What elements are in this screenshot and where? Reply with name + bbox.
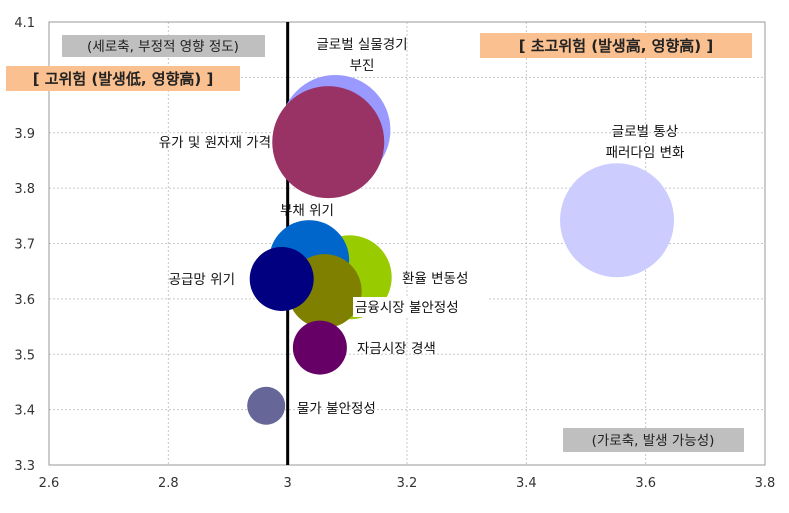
bubble-label: 글로벌 통상 [612, 124, 678, 140]
high-risk-label: [ 고위험 (발생低, 영향高) ] [33, 70, 214, 88]
bubble-label: 환율 변동성 [402, 271, 468, 287]
y-tick-label: 3.5 [14, 348, 35, 363]
x-tick-label: 2.6 [39, 476, 60, 491]
bubble-label: 공급망 위기 [169, 272, 235, 288]
x-axis-label: (가로축, 발생 가능성) [592, 433, 715, 449]
bubble [560, 163, 675, 278]
bubble-label: 글로벌 실물경기 [316, 37, 407, 53]
bubble [249, 246, 314, 311]
bubble-label: 패러다임 변화 [606, 145, 685, 161]
y-tick-label: 3.4 [14, 404, 35, 419]
bubble [247, 386, 286, 425]
bubble-label: 부채 위기 [280, 203, 334, 219]
y-tick-label: 4.1 [14, 16, 35, 31]
ylabel-box [62, 35, 265, 57]
bubble-label: 물가 불안정성 [297, 401, 376, 417]
very-high-risk-label: [ 초고위험 (발생高, 영향高) ] [519, 37, 713, 55]
y-tick-label: 3.7 [14, 238, 35, 253]
y-tick-label: 3.6 [14, 293, 35, 308]
bubble-label: 유가 및 원자재 가격 [159, 135, 271, 151]
x-tick-label: 3.4 [516, 476, 537, 491]
bubble [292, 320, 347, 375]
plot-area [48, 21, 766, 466]
very-high-risk-box [480, 33, 752, 58]
x-tick-label: 3.8 [755, 476, 776, 491]
bubble-label: 금융시장 불안정성 [355, 300, 459, 316]
y-tick-label: 3.8 [14, 182, 35, 197]
y-axis-label: (세로축, 부정적 영향 정도) [87, 39, 239, 55]
x-tick-label: 3.2 [397, 476, 418, 491]
label-background [353, 297, 489, 317]
x-tick-label: 3 [284, 476, 292, 491]
x-tick-label: 3.6 [635, 476, 656, 491]
bubble-label: 자금시장 경색 [357, 341, 436, 357]
xlabel-box [563, 428, 744, 452]
y-tick-label: 3.9 [14, 127, 35, 142]
x-tick-label: 2.8 [158, 476, 179, 491]
high-risk-box [6, 66, 240, 91]
y-tick-label: 3.3 [14, 459, 35, 474]
bubble [272, 86, 385, 199]
bubble-label: 부진 [350, 58, 375, 74]
